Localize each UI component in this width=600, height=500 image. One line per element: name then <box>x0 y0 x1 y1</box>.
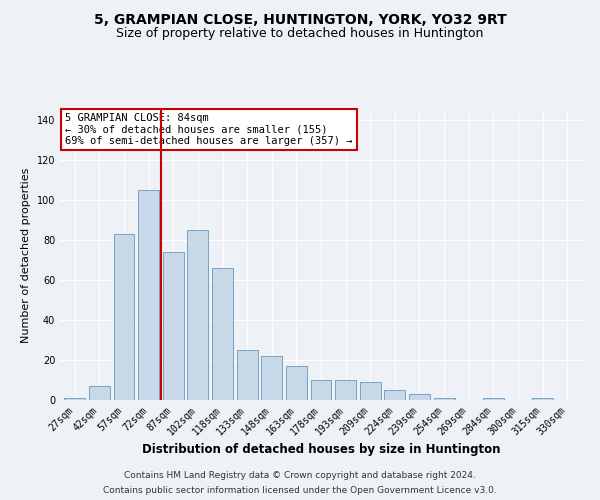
Bar <box>286 366 307 400</box>
Text: Size of property relative to detached houses in Huntington: Size of property relative to detached ho… <box>116 28 484 40</box>
Bar <box>360 382 381 400</box>
Bar <box>113 234 134 400</box>
Text: Distribution of detached houses by size in Huntington: Distribution of detached houses by size … <box>142 442 500 456</box>
Bar <box>261 356 282 400</box>
Y-axis label: Number of detached properties: Number of detached properties <box>21 168 31 342</box>
Bar <box>187 230 208 400</box>
Bar <box>138 190 159 400</box>
Bar <box>311 380 331 400</box>
Bar <box>385 390 406 400</box>
Bar <box>236 350 257 400</box>
Bar <box>163 252 184 400</box>
Bar <box>409 394 430 400</box>
Text: Contains HM Land Registry data © Crown copyright and database right 2024.: Contains HM Land Registry data © Crown c… <box>124 471 476 480</box>
Bar <box>89 386 110 400</box>
Bar <box>64 398 85 400</box>
Bar <box>483 398 504 400</box>
Text: 5, GRAMPIAN CLOSE, HUNTINGTON, YORK, YO32 9RT: 5, GRAMPIAN CLOSE, HUNTINGTON, YORK, YO3… <box>94 12 506 26</box>
Bar <box>335 380 356 400</box>
Bar <box>532 398 553 400</box>
Bar <box>434 398 455 400</box>
Bar <box>212 268 233 400</box>
Text: 5 GRAMPIAN CLOSE: 84sqm
← 30% of detached houses are smaller (155)
69% of semi-d: 5 GRAMPIAN CLOSE: 84sqm ← 30% of detache… <box>65 113 353 146</box>
Text: Contains public sector information licensed under the Open Government Licence v3: Contains public sector information licen… <box>103 486 497 495</box>
